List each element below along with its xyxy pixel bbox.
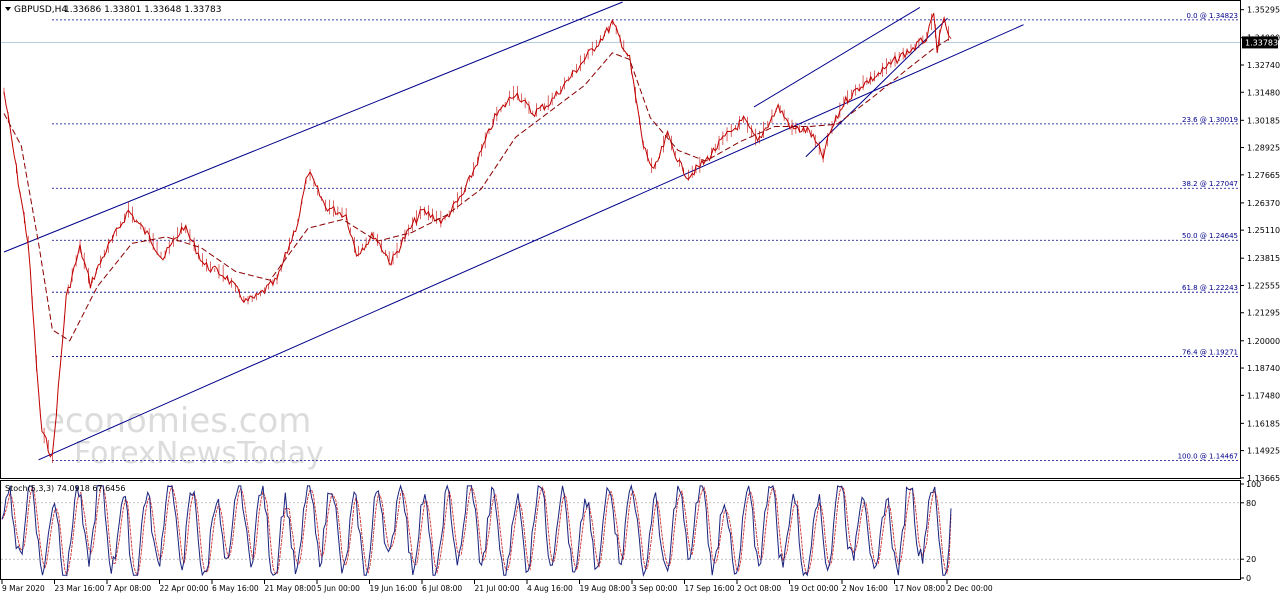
stoch-label: Stoch(5,3,3) 74.0918 67.6456 (5, 484, 125, 493)
time-tick-label: 21 Jul 00:00 (475, 584, 520, 593)
price-tick-label: 1.25110 (1247, 226, 1280, 235)
time-tick-label: 22 Apr 00:00 (160, 584, 209, 593)
price-tick-label: 1.13665 (1247, 474, 1280, 483)
time-tick-label: 4 Aug 16:00 (527, 584, 573, 593)
stoch-tick-label: 80 (1246, 499, 1256, 508)
price-tick-label: 1.28925 (1247, 144, 1280, 153)
ma-line (3, 37, 952, 342)
price-tick-label: 1.14925 (1247, 447, 1280, 456)
channel-line (3, 1, 623, 253)
price-tick-label: 1.31480 (1247, 88, 1280, 97)
stochastic-series (1, 483, 1240, 578)
stoch-frame (0, 480, 1241, 580)
fib-label: 50.0 @ 1.24645 (1182, 232, 1238, 240)
time-tick-label: 19 Aug 08:00 (580, 584, 631, 593)
fibonacci-levels: 0.0 @ 1.34823 23.6 @ 1.30019 38.2 @ 1.2704… (1, 12, 1240, 461)
time-tick-label: 23 Mar 16:00 (55, 584, 105, 593)
current-price-marker: 1.33783 (1242, 36, 1278, 49)
channel-line (38, 24, 1024, 461)
price-tick-label: 1.21295 (1247, 309, 1280, 318)
price-tick-label: 1.17480 (1247, 391, 1280, 400)
fib-label: 38.2 @ 1.27047 (1182, 180, 1238, 188)
fib-label: 23.6 @ 1.30019 (1182, 116, 1238, 124)
price-tick-label: 1.35295 (1247, 6, 1280, 15)
price-axis: 1.352951.340001.327401.314801.301851.289… (1240, 6, 1280, 483)
price-tick-label: 1.16185 (1247, 419, 1280, 428)
stoch-tick-label: 20 (1246, 555, 1256, 564)
time-tick-label: 17 Sep 16:00 (685, 584, 735, 593)
price-tick-label: 1.27665 (1247, 171, 1280, 180)
time-tick-label: 2 Oct 08:00 (737, 584, 781, 593)
time-tick-label: 5 Jun 00:00 (317, 584, 360, 593)
stoch-main-line (1, 483, 952, 578)
time-tick-label: 19 Jun 16:00 (370, 584, 418, 593)
price-tick-label: 1.30185 (1247, 116, 1280, 125)
price-tick-label: 1.20000 (1247, 337, 1280, 346)
ohlc-label: 1.33686 1.33801 1.33648 1.33783 (64, 5, 221, 15)
main-chart-frame (0, 0, 1241, 479)
time-tick-label: 2 Nov 16:00 (842, 584, 888, 593)
fib-label: 61.8 @ 1.22243 (1182, 284, 1238, 292)
time-tick-label: 17 Nov 08:00 (895, 584, 946, 593)
dropdown-triangle-icon[interactable] (5, 7, 11, 11)
fib-label: 0.0 @ 1.34823 (1186, 12, 1238, 20)
time-axis: 9 Mar 2020 23 Mar 16:00 7 Apr 08:00 22 Apr … (1, 580, 993, 593)
time-tick-label: 7 Apr 08:00 (107, 584, 151, 593)
symbol-label: GBPUSD,H4 (14, 5, 67, 15)
price-tick-label: 1.32740 (1247, 61, 1280, 70)
fib-label: 76.4 @ 1.19271 (1182, 349, 1238, 357)
time-tick-label: 6 May 16:00 (212, 584, 259, 593)
price-tick-label: 1.26370 (1247, 199, 1280, 208)
time-tick-label: 19 Oct 00:00 (790, 584, 839, 593)
channel-line (753, 6, 921, 108)
chart-header: GBPUSD,H4 1.33686 1.33801 1.33648 1.3378… (5, 5, 221, 15)
watermark: economies.com ForexNewsToday (44, 401, 324, 471)
price-tick-label: 1.22555 (1247, 281, 1280, 290)
time-tick-label: 6 Jul 08:00 (422, 584, 462, 593)
price-series (3, 13, 952, 463)
time-tick-label: 21 May 08:00 (265, 584, 317, 593)
price-line (3, 13, 952, 458)
watermark-line1: economies.com (44, 401, 311, 441)
moving-average (3, 37, 952, 342)
time-tick-label: 3 Sep 00:00 (632, 584, 678, 593)
current-price-badge (1242, 36, 1278, 49)
time-tick-label: 2 Dec 00:00 (947, 584, 993, 593)
price-tick-label: 1.18740 (1247, 364, 1280, 373)
trend-channels (3, 1, 1024, 461)
fib-label: 100.0 @ 1.14467 (1178, 453, 1238, 461)
stoch-tick-label: 100 (1246, 480, 1261, 489)
price-tick-label: 1.23815 (1247, 254, 1280, 263)
stochastic-axis: 100 80 20 0 (1240, 480, 1261, 583)
time-tick-label: 9 Mar 2020 (2, 584, 45, 593)
current-price-label: 1.33783 (1245, 38, 1278, 47)
watermark-line2: ForexNewsToday (74, 436, 324, 471)
stoch-tick-label: 0 (1246, 574, 1251, 583)
